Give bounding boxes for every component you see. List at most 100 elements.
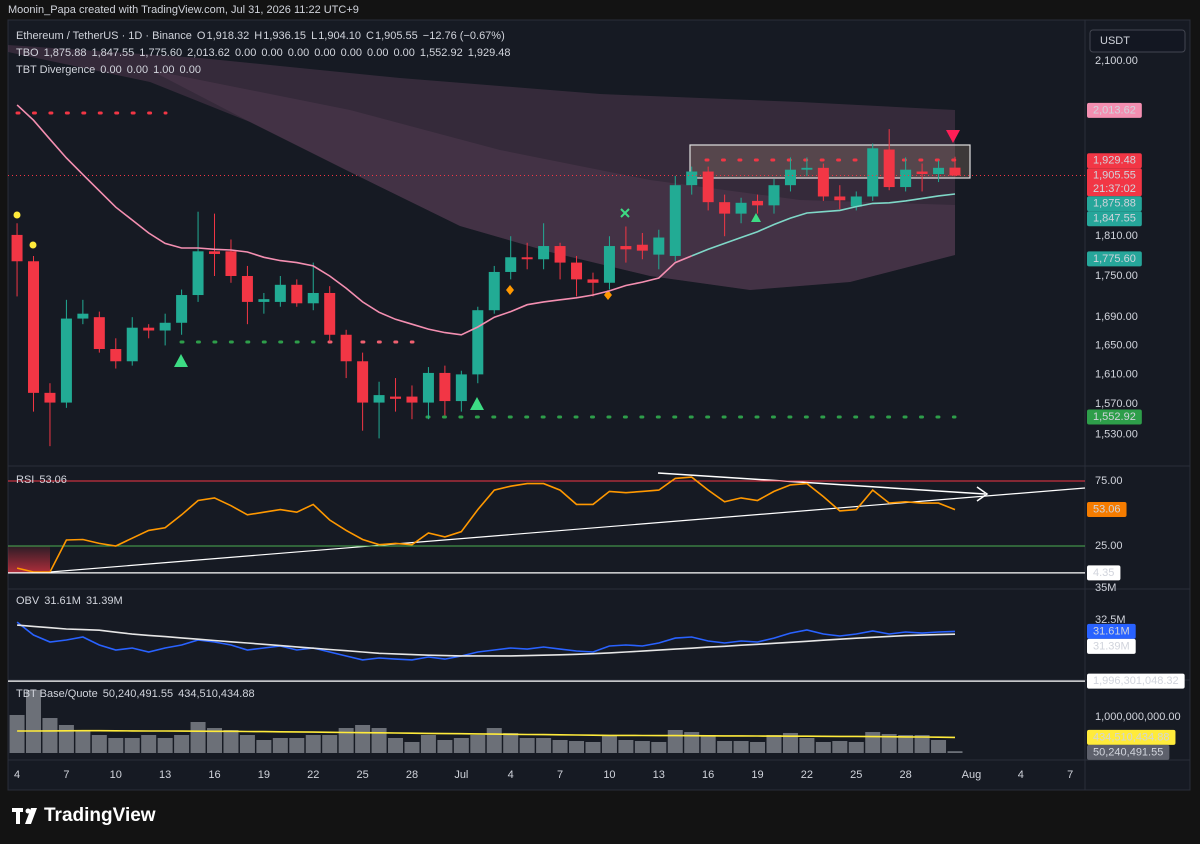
volume-bar bbox=[914, 735, 930, 753]
volume-bar bbox=[552, 740, 568, 753]
candle-body bbox=[209, 251, 221, 254]
price-tag-label: 53.06 bbox=[1093, 503, 1121, 515]
ohlc-key: H bbox=[254, 30, 262, 42]
y-tick-label: 1,690.00 bbox=[1095, 311, 1138, 323]
indicator-value: 0.00 bbox=[100, 64, 121, 76]
candle-body bbox=[340, 334, 352, 362]
indicator-value: 0.00 bbox=[235, 47, 256, 59]
price-tag-label: 1,929.48 bbox=[1093, 155, 1136, 167]
candle-body bbox=[176, 295, 188, 323]
candle-body bbox=[784, 169, 796, 186]
candle-body bbox=[60, 318, 72, 403]
volume-bar bbox=[420, 735, 436, 753]
change: −12.76 (−0.67%) bbox=[423, 30, 505, 42]
price-tag-label: 1,847.55 bbox=[1093, 213, 1136, 225]
pane-title: RSI bbox=[16, 474, 34, 486]
volume-bar bbox=[717, 741, 733, 753]
volume-bar bbox=[519, 737, 535, 753]
volume-bar bbox=[733, 741, 749, 753]
indicator-line bbox=[17, 729, 956, 739]
candle-body bbox=[93, 317, 105, 350]
volume-bar bbox=[58, 724, 74, 753]
price-tag bbox=[1087, 565, 1121, 581]
volume-bar bbox=[750, 741, 766, 753]
buy-triangle bbox=[470, 397, 484, 410]
y-tick-label: 25.00 bbox=[1095, 540, 1123, 552]
volume-bar bbox=[75, 729, 91, 753]
candle-body bbox=[603, 246, 615, 283]
volume-bar bbox=[700, 735, 716, 753]
volume-bar bbox=[91, 735, 107, 753]
pane-value: 50,240,491.55 bbox=[103, 688, 173, 700]
volume-bar bbox=[141, 735, 157, 753]
candle-body bbox=[406, 396, 418, 403]
price-tag-label: 434,510,434.88 bbox=[1093, 731, 1169, 743]
ohlc-key: L bbox=[311, 30, 317, 42]
volume-bar bbox=[651, 741, 667, 753]
candle-body bbox=[834, 196, 846, 201]
trendline bbox=[657, 472, 986, 495]
buy-triangle bbox=[751, 213, 761, 222]
volume-bar bbox=[371, 728, 387, 753]
pane-value: 31.61M bbox=[44, 595, 81, 607]
indicator-name: TBO bbox=[16, 47, 39, 59]
volume-bar bbox=[305, 735, 321, 753]
pane-title: TBT Base/Quote bbox=[16, 688, 98, 700]
indicator-value: 2,013.62 bbox=[187, 47, 230, 59]
candle-body bbox=[241, 276, 253, 302]
pane-value: 31.39M bbox=[86, 595, 123, 607]
volume-bar bbox=[766, 735, 782, 753]
indicator-value: 0.00 bbox=[393, 47, 414, 59]
volume-bar bbox=[124, 737, 140, 753]
x-tick-label: 16 bbox=[208, 769, 220, 781]
volume-bar bbox=[881, 733, 897, 753]
volume-bar bbox=[667, 729, 683, 753]
price-tag-label: 2,013.62 bbox=[1093, 104, 1136, 116]
indicator-value: 1,847.55 bbox=[91, 47, 134, 59]
candle-body bbox=[521, 257, 533, 260]
y-tick-label: 1,610.00 bbox=[1095, 368, 1138, 380]
x-tick-label: 7 bbox=[1067, 769, 1073, 781]
volume-bar bbox=[634, 741, 650, 753]
candle-body bbox=[472, 310, 484, 375]
candle-body bbox=[422, 372, 434, 403]
x-tick-label: 28 bbox=[900, 769, 912, 781]
pane-value: 53.06 bbox=[39, 474, 67, 486]
price-tag-label: 31.61M bbox=[1093, 625, 1130, 637]
pane-title: OBV bbox=[16, 595, 40, 607]
indicator-value: 0.00 bbox=[127, 64, 148, 76]
price-tag bbox=[1087, 623, 1136, 639]
volume-bar bbox=[947, 751, 963, 753]
ohlc-value: 1,905.55 bbox=[375, 30, 418, 42]
x-tick-label: Jul bbox=[454, 769, 468, 781]
indicator-value: 0.00 bbox=[341, 47, 362, 59]
indicator-name: TBT Divergence bbox=[16, 64, 95, 76]
price-tag bbox=[1087, 196, 1142, 212]
candle-body bbox=[916, 171, 928, 175]
volume-bar bbox=[26, 690, 42, 753]
chart-frame bbox=[7, 19, 1191, 791]
currency-box[interactable] bbox=[1089, 29, 1186, 53]
arrowhead bbox=[976, 486, 989, 502]
currency[interactable]: USDT bbox=[1100, 35, 1130, 47]
pane-value: 434,510,434.88 bbox=[178, 688, 254, 700]
logo-icon bbox=[12, 808, 37, 824]
volume-bar bbox=[815, 741, 831, 753]
candle-body bbox=[554, 246, 566, 263]
candle-body bbox=[933, 167, 945, 175]
volume-bar bbox=[108, 737, 124, 753]
y-tick-label: 1,750.00 bbox=[1095, 270, 1138, 282]
candle-body bbox=[949, 167, 961, 176]
indicator-value: 0.00 bbox=[367, 47, 388, 59]
candle-body bbox=[653, 237, 665, 255]
candle-body bbox=[571, 262, 583, 280]
candle-body bbox=[274, 284, 286, 302]
price-tag bbox=[1087, 153, 1142, 169]
signal-dot bbox=[13, 211, 21, 219]
volume-bar bbox=[256, 740, 272, 753]
range-box bbox=[689, 144, 971, 179]
candle-body bbox=[867, 148, 879, 197]
price-tag-label: 50,240,491.55 bbox=[1093, 746, 1163, 758]
indicator-line bbox=[16, 104, 693, 336]
indicator-line bbox=[691, 193, 956, 257]
